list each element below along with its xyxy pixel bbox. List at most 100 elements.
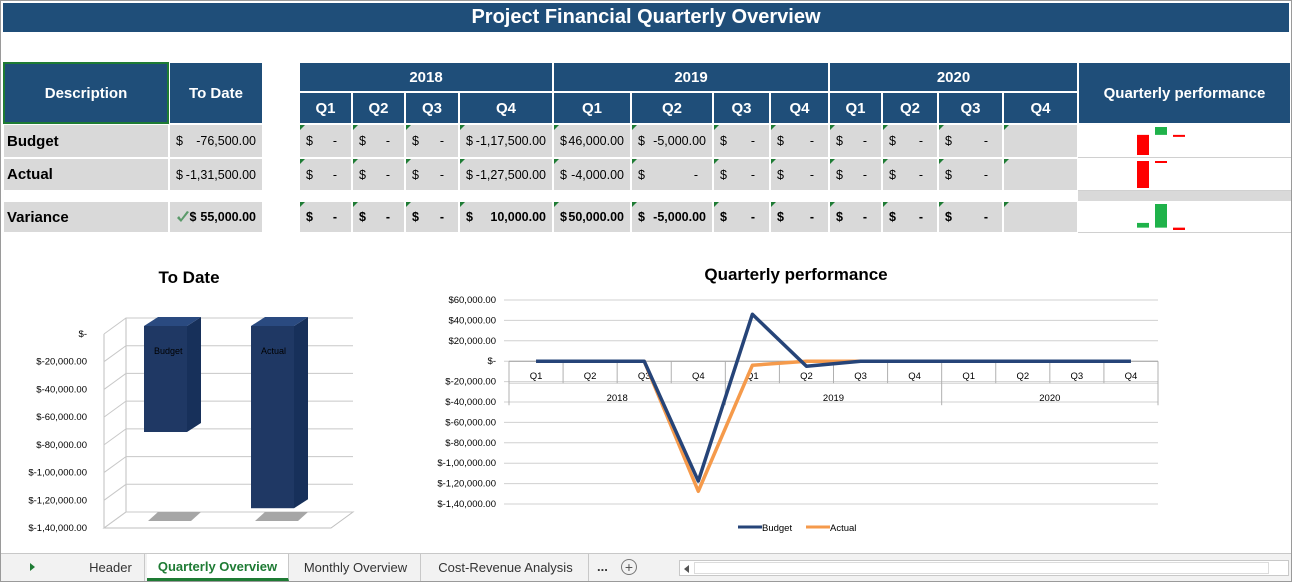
currency: $ [638, 167, 645, 182]
amount: - [809, 167, 814, 182]
currency: $ [777, 167, 784, 182]
sparkline-bar [1137, 222, 1149, 228]
add-sheet-button[interactable]: + [621, 559, 637, 575]
to-date-cell: $55,000.00 [169, 201, 263, 233]
amount: - [862, 167, 867, 182]
quarter-header: Q4 [459, 92, 553, 124]
amount: -5,000.00 [653, 134, 706, 148]
quarter-cell: $ - [299, 158, 352, 191]
currency: $ [466, 167, 473, 182]
quarter-cell [1003, 158, 1078, 191]
currency: $ [466, 134, 473, 148]
quarter-cell [1003, 124, 1078, 158]
x-tick-label: Q3 [854, 371, 867, 382]
y-tick-label: $40,000.00 [448, 315, 496, 326]
to-date-cell: $ -76,500.00 [169, 124, 263, 158]
currency: $ [945, 210, 952, 224]
legend-label: Actual [830, 523, 856, 534]
x-tick-label: Q1 [746, 371, 759, 382]
amount: - [918, 167, 923, 182]
amount: - [439, 134, 444, 148]
grid-line [103, 372, 353, 390]
currency: $ [359, 167, 366, 182]
y-tick-label: $-80,000.00 [36, 440, 87, 451]
amount: 50,000.00 [568, 210, 624, 224]
category-label: Actual [261, 346, 286, 356]
scroll-left-arrow[interactable] [684, 565, 689, 573]
description-header: Description [3, 62, 169, 124]
quarter-cell: $ -5,000.00 [631, 124, 713, 158]
amount: - [332, 167, 337, 182]
y-tick-label: $-1,20,000.00 [28, 495, 87, 506]
y-tick-label: $20,000.00 [448, 336, 496, 347]
sheet-tab[interactable]: Cost-Revenue Analysis [423, 554, 589, 581]
y-tick-label: $-1,00,000.00 [437, 458, 496, 469]
amount: - [862, 210, 867, 224]
currency: $ [720, 210, 727, 224]
quarter-cell: $ - [938, 201, 1003, 233]
x-tick-label: Q2 [800, 371, 813, 382]
amount: - [332, 134, 337, 148]
quarter-cell: $ -4,000.00 [553, 158, 631, 191]
amount: - [809, 134, 814, 148]
quarter-cell: $ - [770, 201, 829, 233]
quarter-cell: $ - [713, 158, 770, 191]
year-header: 2018 [299, 62, 553, 92]
x-tick-label: Q4 [908, 371, 921, 382]
quarter-cell: $50,000.00 [553, 201, 631, 233]
x-group-label: 2020 [1039, 393, 1060, 404]
amount: - [750, 134, 755, 148]
quarter-header: Q1 [299, 92, 352, 124]
chart-title: To Date [158, 268, 219, 287]
scroll-thumb[interactable] [694, 562, 1269, 574]
currency: $ [836, 210, 843, 224]
sparkline-bar [1137, 161, 1149, 188]
amount: - [809, 210, 814, 224]
sheet-tab[interactable]: Monthly Overview [291, 554, 421, 581]
currency: $ [560, 134, 567, 148]
quarter-cell: $ - [938, 124, 1003, 158]
quarter-cell: $ - [713, 124, 770, 158]
quarter-cell: $ - [352, 124, 405, 158]
sheet-tab[interactable]: Quarterly Overview [147, 554, 289, 581]
more-sheets[interactable]: ... [597, 559, 608, 574]
bar [144, 326, 187, 433]
quarter-cell: $ - [352, 158, 405, 191]
quarter-cell: $ - [882, 124, 938, 158]
y-tick-label: $-20,000.00 [36, 357, 87, 368]
sheet-tab[interactable]: Header [77, 554, 145, 581]
currency: $ [466, 210, 473, 224]
scroll-tabs-arrow[interactable] [30, 563, 35, 571]
quarter-cell: $ - [405, 124, 459, 158]
bar-floor-shadow [148, 512, 201, 521]
quarter-header: Q3 [938, 92, 1003, 124]
legend-label: Budget [762, 523, 792, 534]
year-header: 2019 [553, 62, 829, 92]
title-bar: Project Financial Quarterly Overview [2, 2, 1290, 33]
currency: $ [720, 167, 727, 182]
quarter-header: Q4 [1003, 92, 1078, 124]
row-label: Actual [3, 158, 169, 191]
quarter-header: Q3 [405, 92, 459, 124]
quarter-cell: $ - [882, 158, 938, 191]
currency: $ [359, 134, 366, 148]
y-tick-label: $-1,40,000.00 [437, 499, 496, 510]
currency: $ [176, 167, 183, 182]
grid-line [103, 400, 353, 418]
x-tick-label: Q2 [1016, 371, 1029, 382]
line-series [536, 312, 1131, 483]
sparkline-bar [1173, 227, 1185, 230]
bar-top [251, 317, 308, 326]
quarter-cell: $ - [405, 201, 459, 233]
amount: -4,000.00 [571, 167, 624, 182]
amount: - [693, 167, 698, 182]
horizontal-scrollbar[interactable] [679, 560, 1289, 576]
performance-cell [1078, 124, 1291, 158]
amount: -5,000.00 [653, 210, 706, 224]
quarter-cell: $ -1,27,500.00 [459, 158, 553, 191]
currency: $ [189, 210, 197, 224]
amount: 46,000.00 [568, 134, 624, 148]
x-group-label: 2018 [607, 393, 628, 404]
sparkline-bar [1137, 134, 1149, 155]
